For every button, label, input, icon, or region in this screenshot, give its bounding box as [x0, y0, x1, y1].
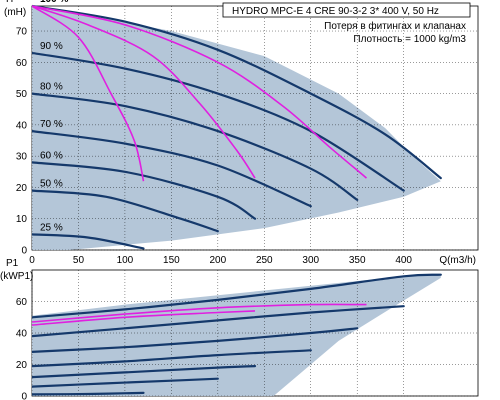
head-speed-label-2: 80 %: [40, 82, 63, 93]
header-note-fittings: Потеря в фитингах и клапанах: [324, 20, 466, 32]
head-curves: [32, 4, 442, 250]
power-speed-curve-1: [32, 305, 405, 338]
head-speed-label-6: 25 %: [40, 222, 63, 233]
power-speed-curve-0: [32, 273, 442, 319]
header-title: HYDRO MPC-E 4 CRE 90-3-2 3* 400 V, 50 Hz: [232, 6, 439, 17]
power-speed-curve-3: [32, 349, 312, 368]
head-xtick-label: 400: [395, 255, 412, 266]
power-speed-curve-2: [32, 327, 359, 353]
head-ytick-label: 60: [16, 58, 28, 69]
head-yunit: (mH): [4, 7, 26, 18]
header-box: [222, 2, 471, 18]
head-speed-label-4: 60 %: [40, 150, 63, 161]
power-ytick-label: 60: [16, 297, 28, 308]
power-ytick-label: 20: [16, 360, 28, 371]
power-ylabel: P1: [6, 258, 19, 269]
head-ytick-label: 50: [16, 89, 28, 100]
head-xtick-label: 0: [29, 255, 35, 266]
head-ytick-label: 40: [16, 120, 28, 131]
head-speed-label-0: 100 %: [40, 0, 68, 5]
power-ytick-label: 0: [21, 392, 27, 400]
power-speed-curve-6: [32, 391, 145, 396]
power-yunit: (kWP1): [0, 271, 33, 282]
head-speed-curve-3: [32, 130, 312, 208]
head-ytick-label: 70: [16, 27, 28, 38]
head-speed-curve-2: [32, 92, 359, 201]
head-ytick-label: 30: [16, 152, 28, 163]
head-ylabel: H: [6, 0, 13, 5]
head-speed-curve-5: [32, 189, 219, 233]
head-xtick-label: 300: [302, 255, 319, 266]
head-speed-label-1: 90 %: [40, 41, 63, 52]
head-speed-curve-1: [32, 51, 405, 192]
head-xtick-label: 150: [163, 255, 180, 266]
head-ytick-label: 20: [16, 183, 28, 194]
head-speed-curve-0: [32, 4, 442, 180]
head-efficiency-curve-0: [32, 5, 145, 182]
power-speed-curve-5: [32, 377, 219, 388]
power-ytick-label: 40: [16, 329, 28, 340]
head-xlabel: Q(m3/h): [439, 255, 476, 266]
head-ytick-label: 10: [16, 214, 28, 225]
head-efficiency-curve-1: [32, 5, 256, 179]
power-speed-curve-4: [32, 365, 257, 379]
power-efficiency-curve-0: [32, 310, 256, 326]
head-speed-label-3: 70 %: [40, 119, 63, 130]
head-xtick-label: 100: [117, 255, 134, 266]
head-xtick-label: 250: [256, 255, 273, 266]
head-speed-curve-4: [32, 161, 257, 220]
head-plot: 0 10 20 30 40 50 60 70 0 50 100 150 200 250 300 350 400 1…: [4, 0, 479, 266]
head-xtick-label: 50: [73, 255, 85, 266]
header-note-density: Плотность = 1000 kg/m3: [353, 34, 466, 45]
head-speed-label-5: 50 %: [40, 179, 63, 190]
head-speed-curve-6: [32, 233, 145, 250]
head-operating-envelope: [32, 6, 441, 250]
power-efficiency-curve-1: [32, 303, 367, 323]
head-xtick-label: 200: [209, 255, 226, 266]
power-plot: 0 20 40 60 P1 (kWP1): [0, 258, 479, 400]
power-curves: [32, 273, 442, 396]
head-efficiency-curve-2: [32, 5, 368, 179]
head-xtick-label: 350: [349, 255, 366, 266]
head-ytick-label: 0: [21, 246, 27, 257]
